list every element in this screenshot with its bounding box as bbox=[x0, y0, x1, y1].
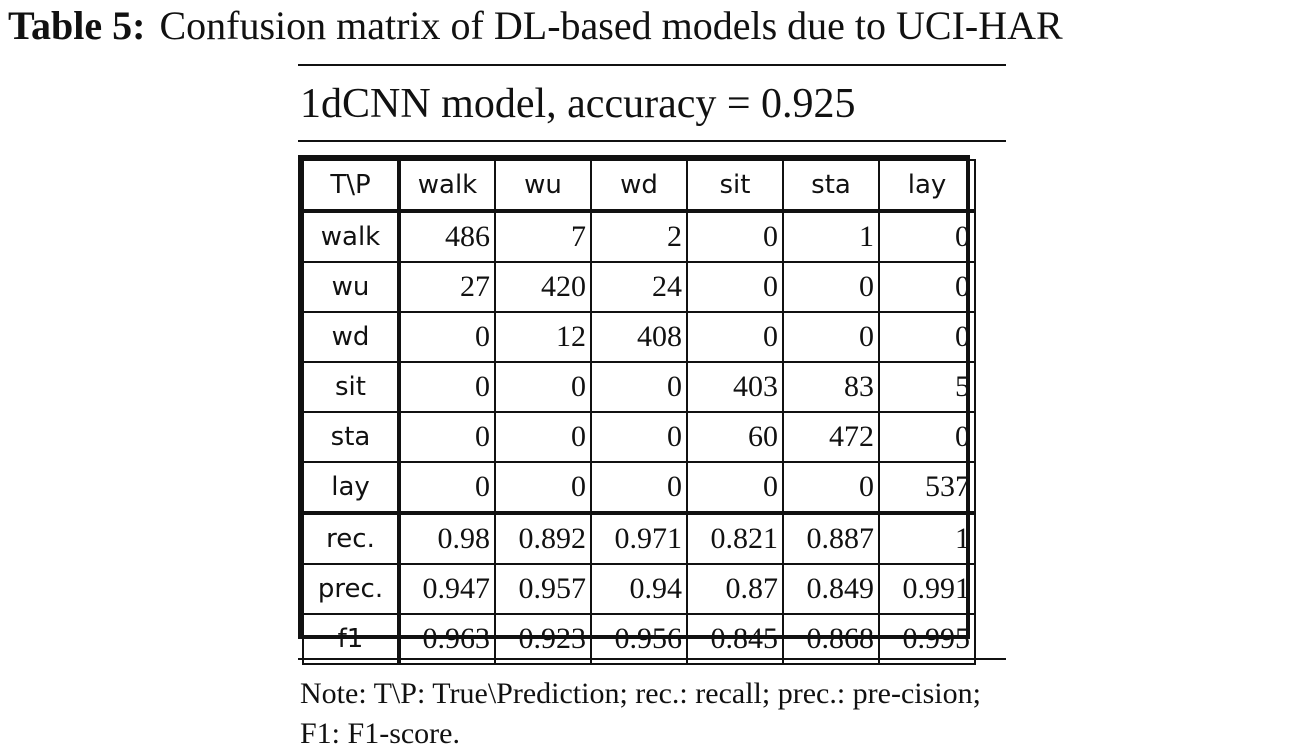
metric-cell: 0.868 bbox=[782, 613, 880, 665]
metric-cell: 0.963 bbox=[398, 613, 496, 665]
metric-cell: 0.971 bbox=[590, 511, 688, 565]
column-header: wd bbox=[590, 159, 688, 213]
count-cell: 0 bbox=[782, 261, 880, 313]
row-header: lay bbox=[302, 461, 401, 514]
bottom-rule bbox=[298, 658, 1006, 660]
count-cell: 472 bbox=[782, 411, 880, 463]
column-header: lay bbox=[878, 159, 976, 213]
count-cell: 12 bbox=[494, 311, 592, 363]
metric-cell: 0.956 bbox=[590, 613, 688, 665]
count-cell: 0 bbox=[878, 210, 976, 263]
row-header: f1 bbox=[302, 613, 401, 665]
count-cell: 0 bbox=[686, 461, 784, 514]
row-header: wd bbox=[302, 311, 401, 363]
count-cell: 60 bbox=[686, 411, 784, 463]
count-cell: 420 bbox=[494, 261, 592, 313]
count-cell: 0 bbox=[686, 261, 784, 313]
count-cell: 0 bbox=[398, 311, 496, 363]
count-cell: 1 bbox=[782, 210, 880, 263]
count-cell: 0 bbox=[686, 210, 784, 263]
metric-cell: 0.94 bbox=[590, 563, 688, 615]
count-cell: 0 bbox=[590, 361, 688, 413]
column-header: sit bbox=[686, 159, 784, 213]
metric-cell: 1 bbox=[878, 511, 976, 565]
count-cell: 0 bbox=[494, 411, 592, 463]
count-cell: 0 bbox=[398, 361, 496, 413]
metric-cell: 0.923 bbox=[494, 613, 592, 665]
row-header: prec. bbox=[302, 563, 401, 615]
count-cell: 0 bbox=[494, 461, 592, 514]
metric-cell: 0.991 bbox=[878, 563, 976, 615]
count-cell: 486 bbox=[398, 210, 496, 263]
model-subtitle: 1dCNN model, accuracy = 0.925 bbox=[300, 81, 856, 127]
table-row: wu 27 420 24 0 0 0 bbox=[302, 261, 976, 313]
header-row: T\P walk wu wd sit sta lay bbox=[302, 159, 976, 213]
confusion-matrix: T\P walk wu wd sit sta lay walk 486 7 2 0 1 0 w… bbox=[298, 155, 976, 665]
corner-cell: T\P bbox=[302, 159, 401, 213]
metric-cell: 0.845 bbox=[686, 613, 784, 665]
count-cell: 0 bbox=[686, 311, 784, 363]
table-caption-text: Confusion matrix of DL-based models due … bbox=[159, 3, 1063, 48]
count-cell: 0 bbox=[878, 411, 976, 463]
top-rule bbox=[298, 64, 1006, 66]
count-cell: 24 bbox=[590, 261, 688, 313]
count-cell: 0 bbox=[878, 261, 976, 313]
count-cell: 0 bbox=[398, 411, 496, 463]
count-cell: 7 bbox=[494, 210, 592, 263]
metric-row: rec. 0.98 0.892 0.971 0.821 0.887 1 bbox=[302, 511, 976, 565]
count-cell: 0 bbox=[782, 311, 880, 363]
metric-row: f1 0.963 0.923 0.956 0.845 0.868 0.995 bbox=[302, 613, 976, 665]
metric-row: prec. 0.947 0.957 0.94 0.87 0.849 0.991 bbox=[302, 563, 976, 615]
metric-cell: 0.98 bbox=[398, 511, 496, 565]
count-cell: 5 bbox=[878, 361, 976, 413]
metric-cell: 0.87 bbox=[686, 563, 784, 615]
metric-cell: 0.995 bbox=[878, 613, 976, 665]
count-cell: 403 bbox=[686, 361, 784, 413]
count-cell: 537 bbox=[878, 461, 976, 514]
count-cell: 2 bbox=[590, 210, 688, 263]
count-cell: 0 bbox=[494, 361, 592, 413]
row-header: rec. bbox=[302, 511, 401, 565]
metric-cell: 0.849 bbox=[782, 563, 880, 615]
metric-cell: 0.947 bbox=[398, 563, 496, 615]
row-header: walk bbox=[302, 210, 401, 263]
metric-cell: 0.892 bbox=[494, 511, 592, 565]
count-cell: 27 bbox=[398, 261, 496, 313]
table-row: lay 0 0 0 0 0 537 bbox=[302, 461, 976, 514]
column-header: walk bbox=[398, 159, 496, 213]
column-header: sta bbox=[782, 159, 880, 213]
table-row: sta 0 0 0 60 472 0 bbox=[302, 411, 976, 463]
row-header: wu bbox=[302, 261, 401, 313]
metric-cell: 0.887 bbox=[782, 511, 880, 565]
count-cell: 0 bbox=[590, 461, 688, 514]
count-cell: 0 bbox=[878, 311, 976, 363]
table-row: sit 0 0 0 403 83 5 bbox=[302, 361, 976, 413]
subtitle-rule bbox=[298, 140, 1006, 142]
table-row: wd 0 12 408 0 0 0 bbox=[302, 311, 976, 363]
row-header: sit bbox=[302, 361, 401, 413]
table-caption-label: Table 5: bbox=[8, 3, 146, 48]
table-row: walk 486 7 2 0 1 0 bbox=[302, 210, 976, 263]
count-cell: 83 bbox=[782, 361, 880, 413]
count-cell: 0 bbox=[590, 411, 688, 463]
table-note: Note: T\P: True\Prediction; rec.: recall… bbox=[300, 677, 981, 750]
count-cell: 0 bbox=[398, 461, 496, 514]
matrix-body: walk 486 7 2 0 1 0 wu 27 420 24 0 0 0 wd 0 12 408 0 0 0 sit 0 0… bbox=[302, 210, 976, 665]
metric-cell: 0.821 bbox=[686, 511, 784, 565]
count-cell: 0 bbox=[782, 461, 880, 514]
count-cell: 408 bbox=[590, 311, 688, 363]
metric-cell: 0.957 bbox=[494, 563, 592, 615]
column-header: wu bbox=[494, 159, 592, 213]
table-caption: Table 5: Confusion matrix of DL-based mod… bbox=[8, 2, 1293, 50]
confusion-matrix-table: T\P walk wu wd sit sta lay walk 486 7 2 0 1 0 w… bbox=[302, 159, 976, 665]
row-header: sta bbox=[302, 411, 401, 463]
